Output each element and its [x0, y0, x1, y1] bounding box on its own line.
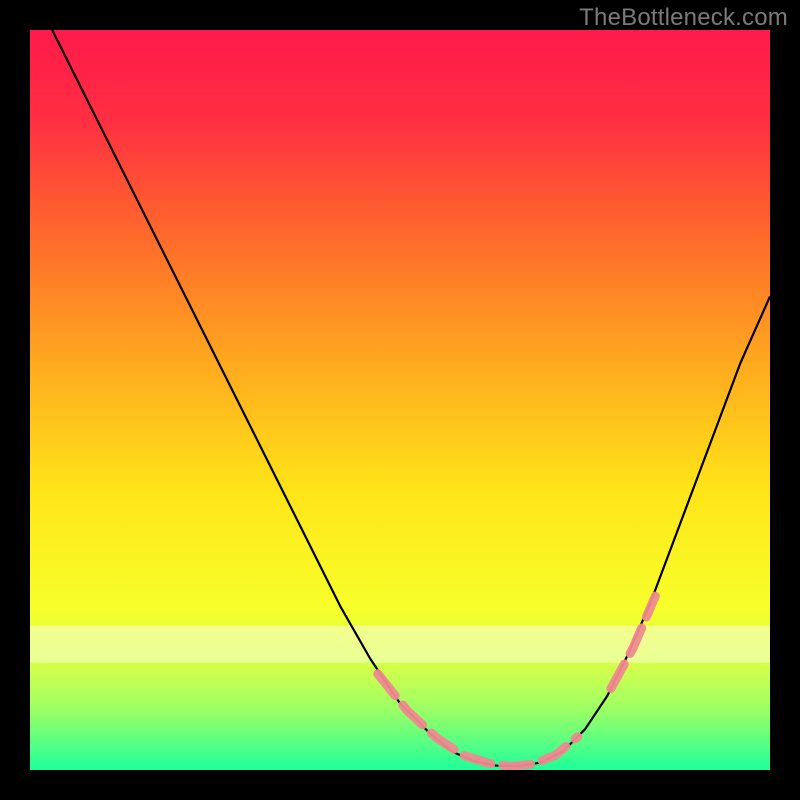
outer-frame: TheBottleneck.com [0, 0, 800, 800]
chart-svg [30, 30, 770, 770]
watermark-text: TheBottleneck.com [579, 4, 788, 32]
plot-area [30, 30, 770, 770]
highlight-band [30, 626, 770, 663]
